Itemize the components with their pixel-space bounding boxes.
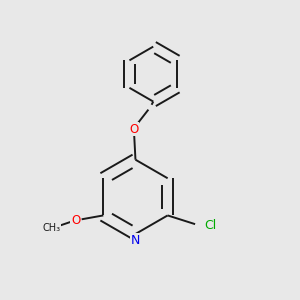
Text: Cl: Cl [204,219,216,232]
Text: N: N [131,234,140,247]
Text: O: O [71,214,80,227]
Text: CH₃: CH₃ [43,223,61,233]
Text: O: O [129,122,139,136]
